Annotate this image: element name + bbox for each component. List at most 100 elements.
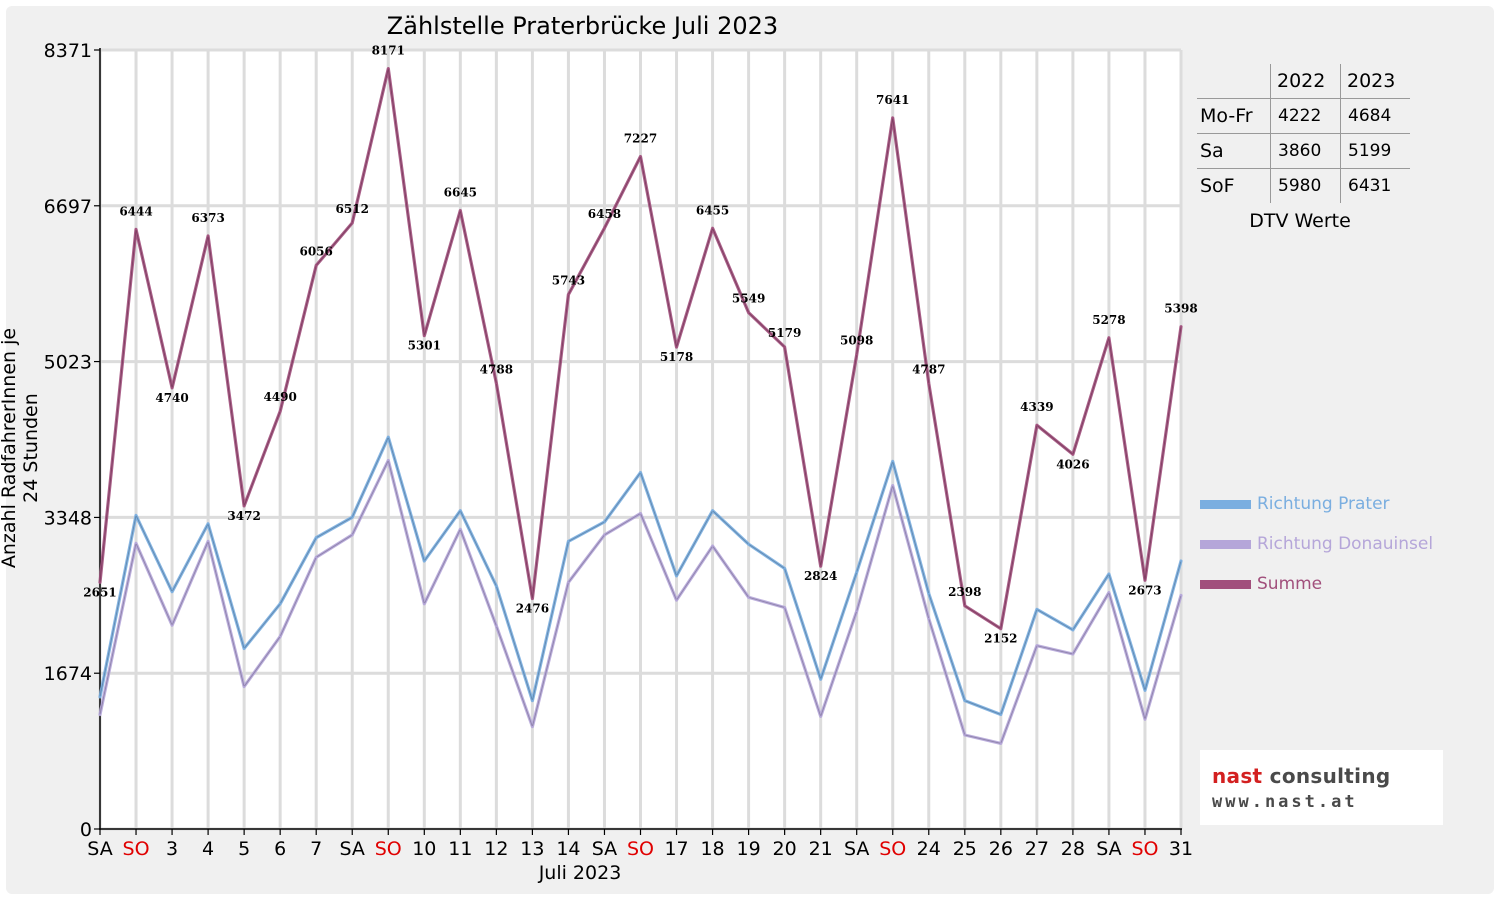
data-label: 6056 [299,244,332,258]
data-point-richtung-prater [1072,629,1074,631]
data-label: 8171 [372,44,405,58]
data-point-richtung-prater [387,436,390,439]
legend-swatch-donauinsel [1200,539,1251,549]
dtv-value-2023: 6431 [1340,168,1410,203]
data-point-summe [243,505,245,507]
dtv-value-2022: 4222 [1270,98,1341,134]
data-point-summe [639,155,642,158]
dtv-header-2023: 2023 [1340,64,1410,99]
data-point-richtung-donauinsel [1000,742,1002,745]
data-label: 5301 [408,339,441,353]
data-point-richtung-donauinsel [1072,653,1074,655]
data-point-richtung-prater [927,592,930,595]
data-point-summe [531,597,534,600]
data-label: 5179 [768,326,801,340]
logo-wordmark-rest: consulting [1262,764,1391,788]
x-tick-label: 20 [773,838,797,860]
dtv-table: 2022 2023 Mo-Fr 4222 4684 Sa 3860 5199 S… [1197,64,1410,203]
x-tick-label: 21 [809,838,833,860]
legend-item-donauinsel[interactable]: Richtung Donauinsel [1200,533,1433,555]
data-point-richtung-donauinsel [423,602,426,605]
data-point-summe [964,605,966,607]
data-point-summe [855,353,858,356]
data-point-richtung-prater [1180,560,1182,562]
data-point-richtung-donauinsel [711,545,714,547]
y-tick-label: 3348 [44,507,92,529]
data-point-richtung-prater [675,575,678,577]
data-label: 5549 [732,292,765,306]
data-point-richtung-prater [567,540,570,543]
data-label: 4339 [1020,400,1053,414]
data-point-summe [99,581,101,584]
data-label: 5098 [840,334,873,348]
data-label: 6645 [444,186,477,200]
data-point-richtung-prater [423,560,426,562]
legend-item-summe[interactable]: Summe [1200,573,1322,595]
data-point-summe [891,117,894,119]
data-point-richtung-donauinsel [855,610,858,613]
logo-wordmark-accent: nast [1212,764,1263,788]
data-point-richtung-donauinsel [531,725,534,728]
dtv-header-row: 2022 2023 [1197,64,1410,99]
x-tick-label: 17 [664,838,688,860]
data-point-richtung-donauinsel [1144,718,1146,720]
data-point-richtung-donauinsel [1108,591,1110,594]
data-point-summe [315,264,318,267]
data-point-richtung-prater [459,509,462,512]
data-point-richtung-donauinsel [99,713,101,716]
dtv-header-2022: 2022 [1270,64,1341,99]
x-tick-label: 3 [166,838,178,860]
data-label: 7641 [876,93,909,107]
data-point-summe [351,222,354,224]
logo-url: www.nast.at [1212,792,1358,812]
data-label: 6512 [336,202,369,216]
x-tick-label: SO [879,838,906,860]
x-tick-label: 12 [484,838,508,860]
x-tick-label: 4 [202,838,214,860]
data-point-richtung-donauinsel [207,540,209,543]
data-point-richtung-donauinsel [351,534,354,536]
x-tick-label: 25 [953,838,977,860]
data-point-summe [1108,337,1110,339]
data-point-summe [1036,424,1038,427]
x-tick-label: SO [123,838,150,860]
dtv-value-2022: 3860 [1270,133,1341,169]
dtv-value-2023: 5199 [1340,133,1410,169]
x-tick-label: 10 [412,838,436,860]
data-point-summe [1180,325,1182,328]
data-point-richtung-prater [171,590,173,593]
x-tick-label: 19 [737,838,761,860]
x-tick-label: 27 [1025,838,1049,860]
data-label: 6444 [119,204,152,218]
data-point-richtung-donauinsel [243,685,245,688]
data-label: 2651 [83,585,116,599]
data-label: 4026 [1056,457,1089,471]
data-point-summe [387,67,390,70]
data-point-richtung-prater [819,678,822,680]
data-label: 7227 [624,131,657,145]
data-point-richtung-donauinsel [603,534,606,536]
x-tick-label: SA [844,838,869,860]
y-axis-label: Anzahl RadfahrerInnen je 24 Stunden [0,327,42,569]
data-point-summe [711,227,714,230]
data-point-richtung-donauinsel [927,617,930,620]
data-point-richtung-donauinsel [819,715,822,718]
data-point-richtung-prater [315,536,318,539]
data-label: 2398 [948,585,981,599]
data-point-richtung-prater [783,567,786,570]
legend-item-prater[interactable]: Richtung Prater [1200,493,1390,515]
x-tick-label: 11 [448,838,472,860]
data-point-summe [459,209,462,212]
data-point-richtung-donauinsel [1180,594,1182,597]
data-label: 4787 [912,363,945,377]
data-point-richtung-prater [711,509,714,512]
data-point-richtung-donauinsel [495,625,498,627]
data-point-richtung-prater [1000,713,1002,716]
data-point-richtung-donauinsel [1036,644,1038,647]
x-tick-label: SO [375,838,402,860]
x-tick-label: 31 [1169,838,1193,860]
y-tick-label: 6697 [44,196,92,218]
data-label: 2673 [1128,583,1161,597]
x-tick-label: SA [340,838,365,860]
